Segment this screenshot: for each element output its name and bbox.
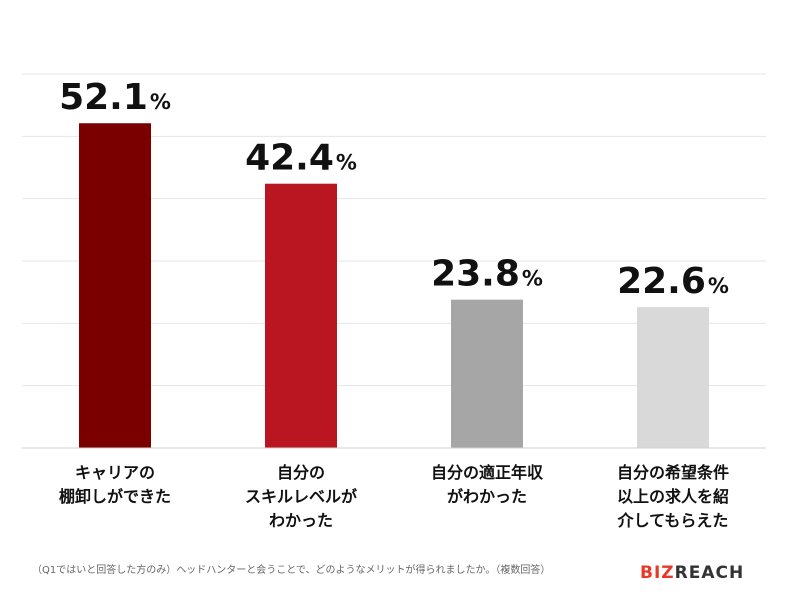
value-labels: 52.1% 42.4% 23.8% 22.6% xyxy=(59,77,729,302)
bar-2 xyxy=(265,183,337,448)
bizreach-logo: BIZREACH xyxy=(640,563,744,583)
bar-1 xyxy=(79,123,151,448)
category-labels: キャリアの棚卸しができた 自分のスキルレベルがわかった 自分の適正年収がわかった 自分… xyxy=(59,463,729,530)
bars xyxy=(79,123,709,448)
category-label-4: 自分の希望条件以上の求人を紹介してもらえた xyxy=(617,463,729,530)
value-label-2: 42.4% xyxy=(245,138,357,179)
footnote: （Q1ではいと回答した方のみ）ヘッドハンターと会うことで、どのようなメリットが得… xyxy=(32,563,550,576)
bar-4 xyxy=(637,307,709,448)
bar-3 xyxy=(451,299,523,448)
category-label-1: キャリアの棚卸しができた xyxy=(59,463,171,506)
logo-text: BIZREACH xyxy=(640,563,744,583)
category-label-2: 自分のスキルレベルがわかった xyxy=(245,463,357,530)
value-label-1: 52.1% xyxy=(59,77,171,118)
value-label-4: 22.6% xyxy=(617,261,729,302)
value-label-3: 23.8% xyxy=(431,254,543,295)
category-label-3: 自分の適正年収がわかった xyxy=(431,463,544,506)
